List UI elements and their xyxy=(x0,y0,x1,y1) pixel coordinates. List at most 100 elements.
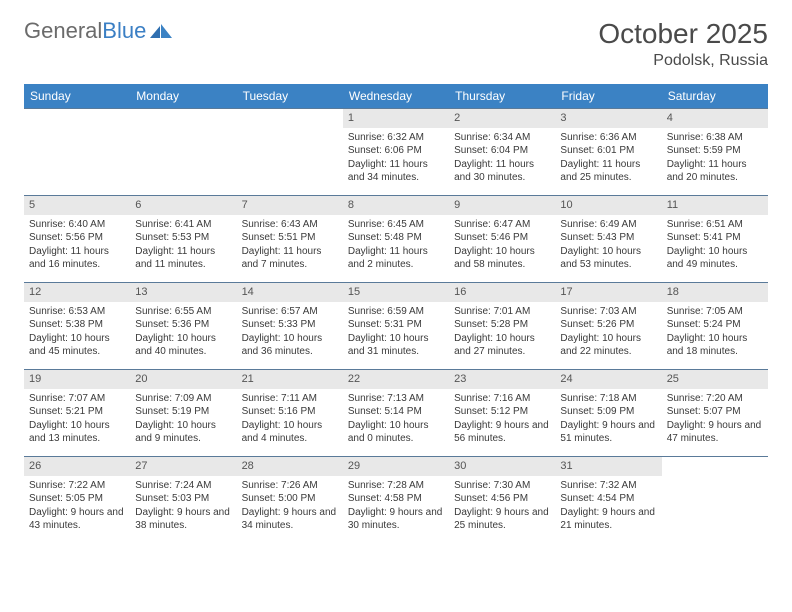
day-number: 17 xyxy=(555,283,661,302)
daylight-text: Daylight: 11 hours and 7 minutes. xyxy=(242,245,338,272)
sunrise-text: Sunrise: 7:16 AM xyxy=(454,392,550,406)
logo: GeneralBlue xyxy=(24,18,172,44)
calendar-day-cell: 28Sunrise: 7:26 AMSunset: 5:00 PMDayligh… xyxy=(237,457,343,543)
daylight-text: Daylight: 9 hours and 34 minutes. xyxy=(242,506,338,533)
sunset-text: Sunset: 5:09 PM xyxy=(560,405,656,419)
sunrise-text: Sunrise: 6:36 AM xyxy=(560,131,656,145)
day-number: 18 xyxy=(662,283,768,302)
sunrise-text: Sunrise: 7:26 AM xyxy=(242,479,338,493)
day-number: 21 xyxy=(237,370,343,389)
sunrise-text: Sunrise: 7:32 AM xyxy=(560,479,656,493)
daylight-text: Daylight: 10 hours and 49 minutes. xyxy=(667,245,763,272)
weekday-header: Thursday xyxy=(449,84,555,108)
calendar-day-cell: 21Sunrise: 7:11 AMSunset: 5:16 PMDayligh… xyxy=(237,370,343,456)
weekday-header: Monday xyxy=(130,84,236,108)
logo-word-2: Blue xyxy=(102,18,146,43)
weekday-header: Saturday xyxy=(662,84,768,108)
page-header: GeneralBlue October 2025 Podolsk, Russia xyxy=(24,18,768,70)
daylight-text: Daylight: 11 hours and 16 minutes. xyxy=(29,245,125,272)
daylight-text: Daylight: 9 hours and 51 minutes. xyxy=(560,419,656,446)
sunrise-text: Sunrise: 6:49 AM xyxy=(560,218,656,232)
daylight-text: Daylight: 10 hours and 9 minutes. xyxy=(135,419,231,446)
calendar-day-cell: 18Sunrise: 7:05 AMSunset: 5:24 PMDayligh… xyxy=(662,283,768,369)
sunset-text: Sunset: 5:24 PM xyxy=(667,318,763,332)
sunset-text: Sunset: 5:41 PM xyxy=(667,231,763,245)
sunrise-text: Sunrise: 6:32 AM xyxy=(348,131,444,145)
calendar-day-cell: 24Sunrise: 7:18 AMSunset: 5:09 PMDayligh… xyxy=(555,370,661,456)
sunset-text: Sunset: 5:14 PM xyxy=(348,405,444,419)
weekday-header: Wednesday xyxy=(343,84,449,108)
calendar-day-cell: 1Sunrise: 6:32 AMSunset: 6:06 PMDaylight… xyxy=(343,109,449,195)
daylight-text: Daylight: 10 hours and 53 minutes. xyxy=(560,245,656,272)
calendar-day-cell: 30Sunrise: 7:30 AMSunset: 4:56 PMDayligh… xyxy=(449,457,555,543)
sunset-text: Sunset: 5:51 PM xyxy=(242,231,338,245)
sunset-text: Sunset: 4:56 PM xyxy=(454,492,550,506)
day-number: 11 xyxy=(662,196,768,215)
calendar-body: 1Sunrise: 6:32 AMSunset: 6:06 PMDaylight… xyxy=(24,108,768,543)
day-number: 3 xyxy=(555,109,661,128)
calendar-day-cell: 2Sunrise: 6:34 AMSunset: 6:04 PMDaylight… xyxy=(449,109,555,195)
sunset-text: Sunset: 5:48 PM xyxy=(348,231,444,245)
sunset-text: Sunset: 5:26 PM xyxy=(560,318,656,332)
daylight-text: Daylight: 11 hours and 34 minutes. xyxy=(348,158,444,185)
sunrise-text: Sunrise: 6:51 AM xyxy=(667,218,763,232)
calendar-day-cell: 11 Sunrise: 6:51 AMSunset: 5:41 PMDayligh… xyxy=(662,196,768,282)
day-number: 12 xyxy=(24,283,130,302)
sunrise-text: Sunrise: 7:07 AM xyxy=(29,392,125,406)
logo-text: GeneralBlue xyxy=(24,18,146,44)
daylight-text: Daylight: 10 hours and 13 minutes. xyxy=(29,419,125,446)
sunset-text: Sunset: 6:01 PM xyxy=(560,144,656,158)
day-number: 10 xyxy=(555,196,661,215)
daylight-text: Daylight: 10 hours and 40 minutes. xyxy=(135,332,231,359)
calendar-day-cell: 20Sunrise: 7:09 AMSunset: 5:19 PMDayligh… xyxy=(130,370,236,456)
sunset-text: Sunset: 5:19 PM xyxy=(135,405,231,419)
daylight-text: Daylight: 10 hours and 22 minutes. xyxy=(560,332,656,359)
sunrise-text: Sunrise: 6:47 AM xyxy=(454,218,550,232)
calendar-week-row: 5Sunrise: 6:40 AMSunset: 5:56 PMDaylight… xyxy=(24,195,768,282)
sunset-text: Sunset: 5:53 PM xyxy=(135,231,231,245)
sunrise-text: Sunrise: 6:43 AM xyxy=(242,218,338,232)
sunset-text: Sunset: 6:04 PM xyxy=(454,144,550,158)
calendar-day-cell: 5Sunrise: 6:40 AMSunset: 5:56 PMDaylight… xyxy=(24,196,130,282)
daylight-text: Daylight: 11 hours and 30 minutes. xyxy=(454,158,550,185)
calendar-day-cell: 12Sunrise: 6:53 AMSunset: 5:38 PMDayligh… xyxy=(24,283,130,369)
daylight-text: Daylight: 9 hours and 38 minutes. xyxy=(135,506,231,533)
calendar-day-cell: 15Sunrise: 6:59 AMSunset: 5:31 PMDayligh… xyxy=(343,283,449,369)
day-number: 20 xyxy=(130,370,236,389)
daylight-text: Daylight: 9 hours and 25 minutes. xyxy=(454,506,550,533)
calendar-week-row: 1Sunrise: 6:32 AMSunset: 6:06 PMDaylight… xyxy=(24,108,768,195)
calendar-day-cell: 8Sunrise: 6:45 AMSunset: 5:48 PMDaylight… xyxy=(343,196,449,282)
day-number: 6 xyxy=(130,196,236,215)
day-number: 13 xyxy=(130,283,236,302)
day-number: 19 xyxy=(24,370,130,389)
sunrise-text: Sunrise: 6:59 AM xyxy=(348,305,444,319)
daylight-text: Daylight: 11 hours and 11 minutes. xyxy=(135,245,231,272)
calendar-week-row: 19Sunrise: 7:07 AMSunset: 5:21 PMDayligh… xyxy=(24,369,768,456)
calendar-day-cell: 27Sunrise: 7:24 AMSunset: 5:03 PMDayligh… xyxy=(130,457,236,543)
day-number: 27 xyxy=(130,457,236,476)
sunset-text: Sunset: 4:54 PM xyxy=(560,492,656,506)
sunrise-text: Sunrise: 7:11 AM xyxy=(242,392,338,406)
day-number: 4 xyxy=(662,109,768,128)
calendar-day-cell: 6 Sunrise: 6:41 AMSunset: 5:53 PMDaylight… xyxy=(130,196,236,282)
calendar-day-cell: 16Sunrise: 7:01 AMSunset: 5:28 PMDayligh… xyxy=(449,283,555,369)
day-number: 8 xyxy=(343,196,449,215)
sunrise-text: Sunrise: 7:01 AM xyxy=(454,305,550,319)
day-number: 9 xyxy=(449,196,555,215)
calendar-day-cell xyxy=(237,109,343,195)
calendar-day-cell xyxy=(130,109,236,195)
sunset-text: Sunset: 5:00 PM xyxy=(242,492,338,506)
calendar-table: Sunday Monday Tuesday Wednesday Thursday… xyxy=(24,84,768,543)
day-number: 30 xyxy=(449,457,555,476)
sunset-text: Sunset: 5:56 PM xyxy=(29,231,125,245)
calendar-day-cell: 19Sunrise: 7:07 AMSunset: 5:21 PMDayligh… xyxy=(24,370,130,456)
daylight-text: Daylight: 11 hours and 25 minutes. xyxy=(560,158,656,185)
day-number: 24 xyxy=(555,370,661,389)
calendar-week-row: 26Sunrise: 7:22 AMSunset: 5:05 PMDayligh… xyxy=(24,456,768,543)
daylight-text: Daylight: 11 hours and 20 minutes. xyxy=(667,158,763,185)
sunrise-text: Sunrise: 6:41 AM xyxy=(135,218,231,232)
sunrise-text: Sunrise: 6:45 AM xyxy=(348,218,444,232)
daylight-text: Daylight: 10 hours and 45 minutes. xyxy=(29,332,125,359)
sunset-text: Sunset: 5:03 PM xyxy=(135,492,231,506)
calendar-day-cell: 17Sunrise: 7:03 AMSunset: 5:26 PMDayligh… xyxy=(555,283,661,369)
